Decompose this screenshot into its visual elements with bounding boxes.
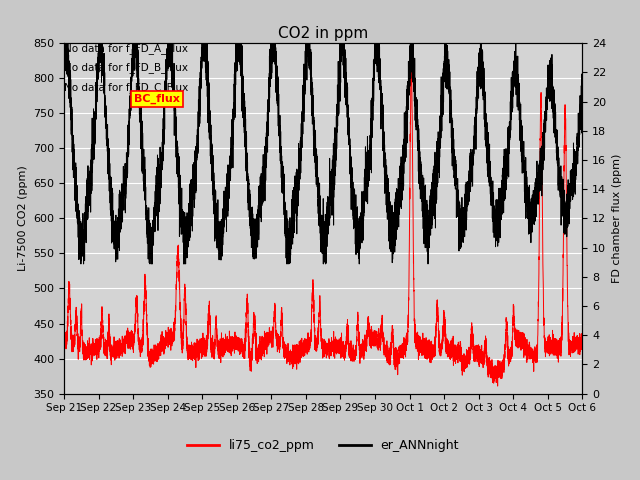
Text: BC_flux: BC_flux [134, 94, 180, 104]
Text: No data for f_FD_B_Flux: No data for f_FD_B_Flux [64, 62, 188, 73]
Title: CO2 in ppm: CO2 in ppm [278, 25, 369, 41]
Y-axis label: Li-7500 CO2 (ppm): Li-7500 CO2 (ppm) [17, 166, 28, 271]
Text: No data for f_FD_A_Flux: No data for f_FD_A_Flux [64, 43, 188, 54]
Legend: li75_co2_ppm, er_ANNnight: li75_co2_ppm, er_ANNnight [182, 434, 464, 457]
Y-axis label: FD chamber flux (ppm): FD chamber flux (ppm) [612, 154, 622, 283]
Text: No data for f_FD_C_Flux: No data for f_FD_C_Flux [64, 82, 188, 93]
